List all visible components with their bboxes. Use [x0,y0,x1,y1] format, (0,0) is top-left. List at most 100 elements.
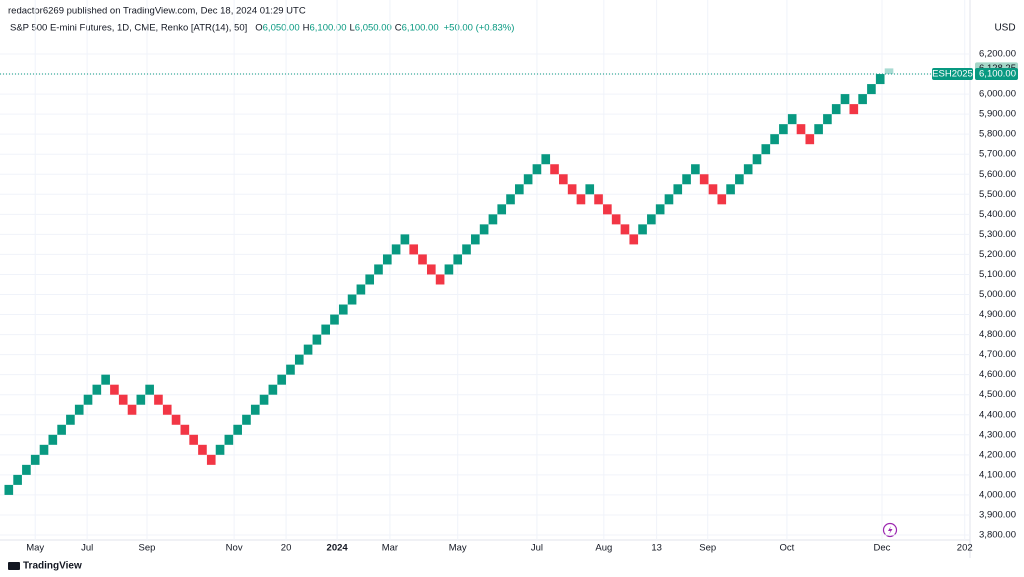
x-tick-label: May [449,543,467,554]
renko-brick [374,264,383,275]
x-tick-label: 20 [281,543,292,554]
renko-brick [118,394,128,405]
renko-brick [330,314,339,325]
chart-title: S&P 500 E-mini Futures, 1D, CME, Renko [… [10,23,247,34]
renko-brick [215,444,225,455]
renko-brick [796,124,806,135]
renko-brick [66,414,75,425]
y-tick-label: 4,900.00 [979,309,1016,320]
renko-brick [655,204,665,215]
ohlc-label: O [255,23,262,34]
renko-brick [761,144,771,155]
renko-brick [426,264,436,275]
ohlc-value: 6,100.00 [310,23,347,34]
renko-brick [779,124,788,135]
y-tick-label: 4,800.00 [979,329,1016,340]
x-tick-label: 13 [651,543,662,554]
y-tick-label: 4,300.00 [979,429,1016,440]
renko-brick [259,394,269,405]
y-tick-label: 3,900.00 [979,509,1016,520]
ohlc-value: 6,050.00 [355,23,392,34]
renko-brick [294,354,304,365]
renko-brick [162,404,172,415]
ohlc-label: C [395,23,402,34]
ohlc-value: 6,050.00 [263,23,300,34]
y-tick-label: 3,800.00 [979,530,1016,541]
ohlc-value: 6,100.00 [402,23,439,34]
renko-brick [541,154,551,165]
x-tick-label: Oct [780,543,795,554]
renko-brick [638,224,647,235]
renko-brick [13,474,22,485]
renko-brick [180,424,190,435]
renko-brick [145,384,154,395]
renko-brick [691,164,700,175]
renko-brick [567,184,577,195]
y-tick-label: 5,600.00 [979,169,1016,180]
x-tick-label: Dec [874,543,891,554]
x-tick-label: Sep [699,543,716,554]
y-tick-label: 5,700.00 [979,149,1016,160]
renko-brick [550,164,559,175]
renko-brick [277,374,286,385]
renko-brick [39,444,49,455]
renko-brick [409,244,419,255]
renko-brick [603,204,612,215]
renko-brick [840,94,850,105]
renko-brick [532,164,542,175]
change: +50.00 (+0.83%) [444,23,515,34]
renko-brick [321,324,330,335]
renko-brick [479,224,489,235]
current-brick [884,68,894,75]
renko-brick [717,194,727,205]
renko-brick [391,244,401,255]
x-tick-label: 2024 [327,543,349,554]
renko-brick [576,194,586,205]
renko-brick [611,214,621,225]
renko-brick [22,464,31,475]
y-tick-label: 5,500.00 [979,189,1016,200]
y-tick-label: 5,200.00 [979,249,1016,260]
renko-brick [647,214,656,225]
renko-brick [206,454,216,465]
y-tick-label: 4,100.00 [979,469,1016,480]
y-tick-label: 5,900.00 [979,109,1016,120]
x-tick-label: Mar [382,543,398,554]
y-tick-label: 5,800.00 [979,129,1016,140]
y-tick-label: 4,400.00 [979,409,1016,420]
renko-brick [198,444,207,455]
renko-brick [356,284,366,295]
renko-brick [418,254,427,265]
renko-brick [805,134,815,145]
renko-brick [30,454,40,465]
renko-brick [250,404,260,415]
renko-brick [189,434,198,445]
renko-brick [523,174,533,185]
renko-brick [849,104,859,115]
renko-brick [268,384,278,395]
renko-brick [233,424,242,435]
renko-brick [488,214,498,225]
y-tick-label: 5,000.00 [979,289,1016,300]
renko-brick [365,274,375,285]
y-tick-label: 4,500.00 [979,389,1016,400]
renko-brick [515,184,524,195]
x-tick-label: May [26,543,44,554]
renko-brick [48,434,58,445]
renko-brick [224,434,234,445]
renko-brick [823,114,832,125]
publisher: redactor6269 published on TradingView.co… [8,6,306,17]
renko-brick [735,174,744,185]
event-icon [882,522,898,538]
renko-brick [435,274,445,285]
renko-brick [770,134,779,145]
y-tick-label: 5,100.00 [979,269,1016,280]
renko-brick [743,164,753,175]
renko-brick [400,234,410,245]
renko-brick [831,104,841,115]
x-tick-label: Aug [595,543,612,554]
renko-brick [382,254,392,265]
renko-brick [444,264,454,275]
renko-brick [303,344,313,355]
renko-brick [347,294,357,305]
